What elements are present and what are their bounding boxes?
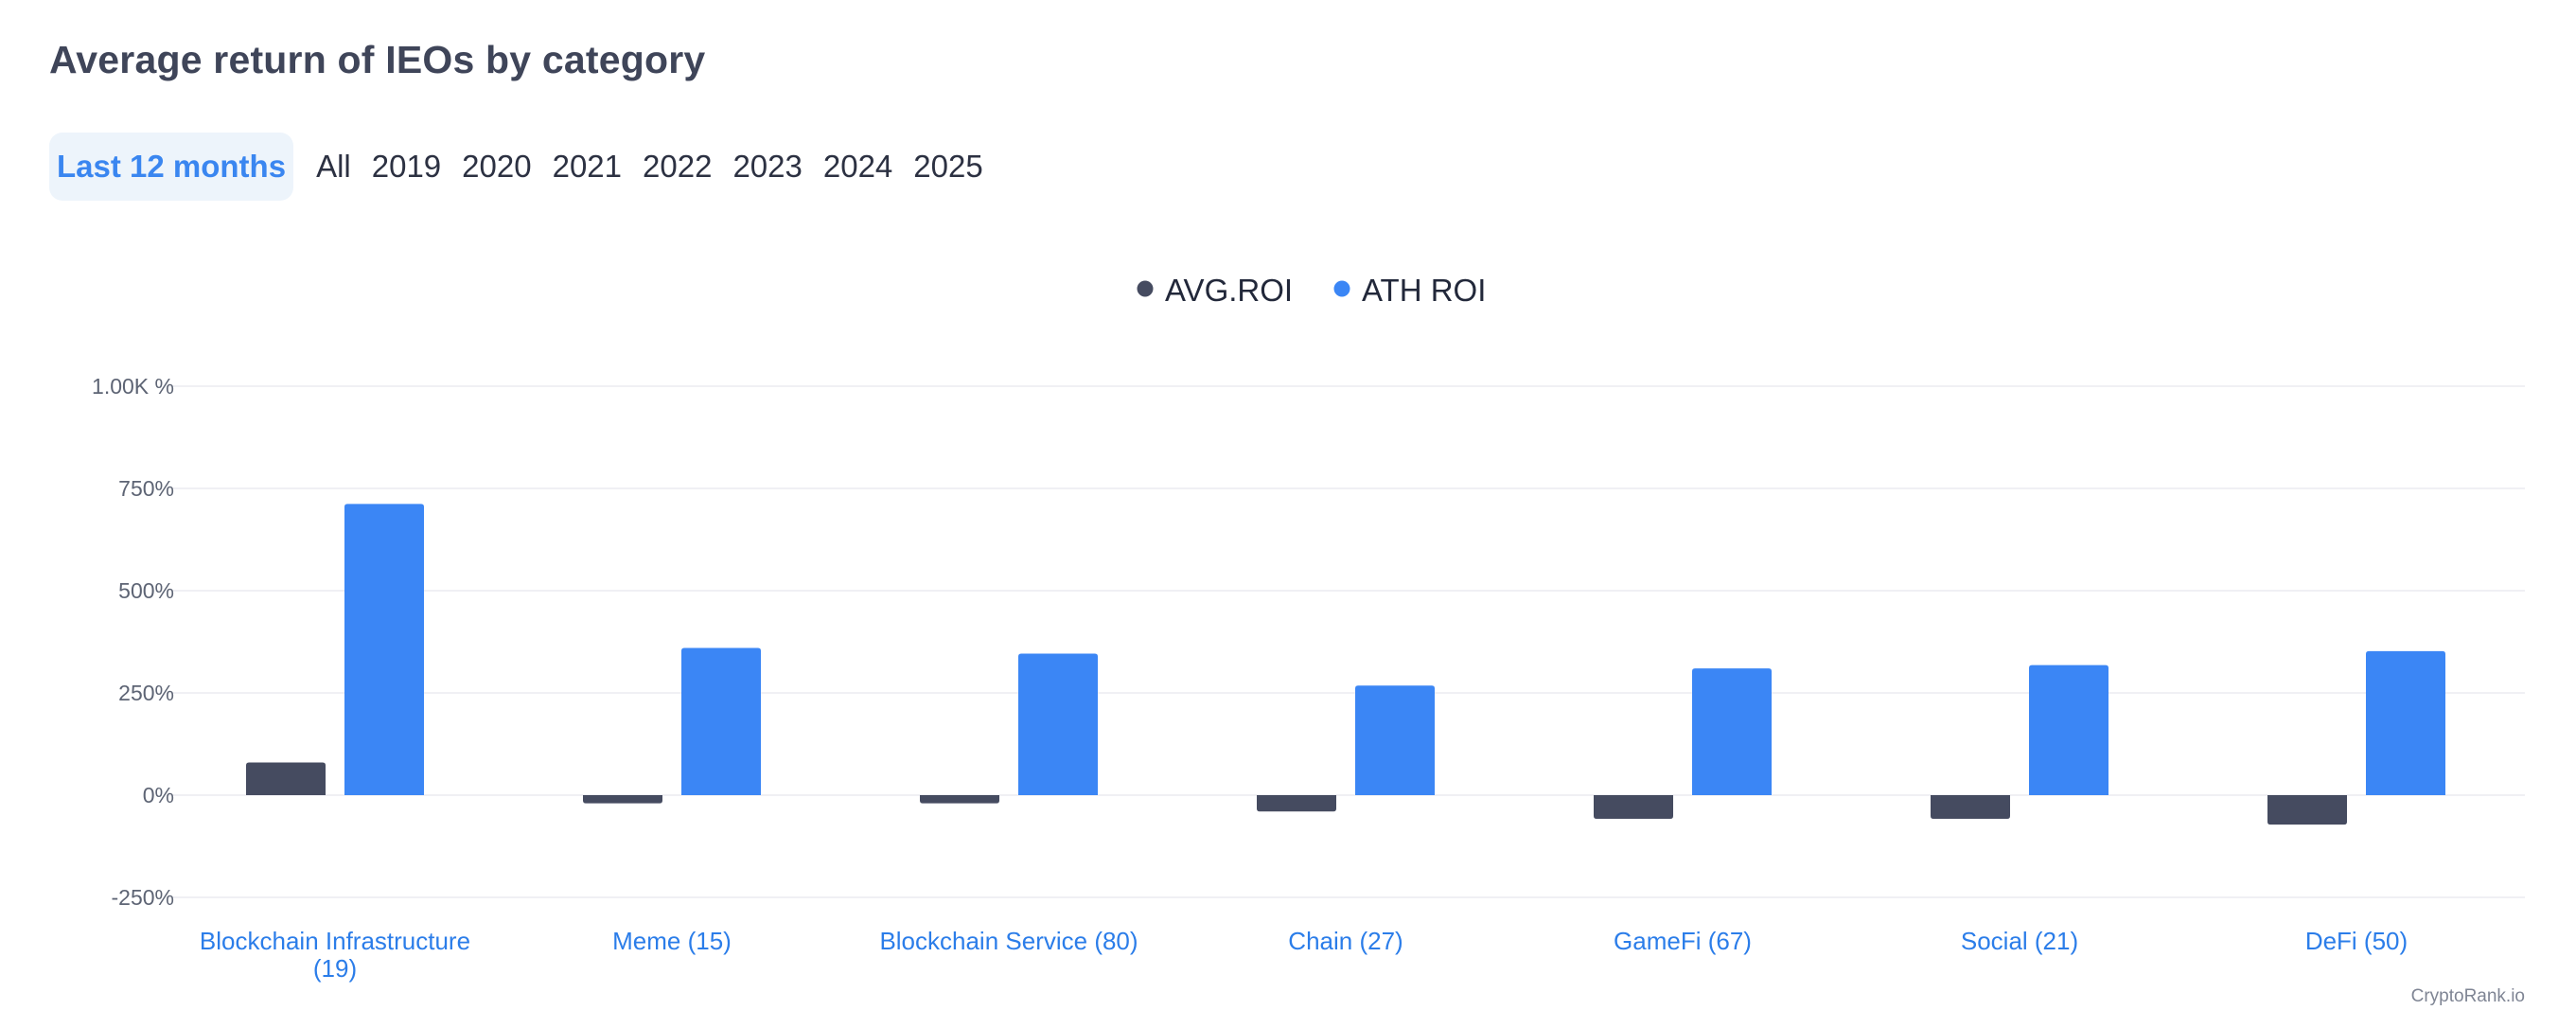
bar-ath-roi[interactable] <box>1692 668 1772 795</box>
x-category-label[interactable]: (19) <box>313 954 357 983</box>
tab-2021[interactable]: 2021 <box>552 149 623 184</box>
legend-label-avg-roi: AVG.ROI <box>1165 273 1293 308</box>
y-tick-label: 1.00K % <box>92 374 174 399</box>
bar-avg-roi[interactable] <box>1931 795 2010 820</box>
bar-avg-roi[interactable] <box>2267 795 2347 825</box>
bar-ath-roi[interactable] <box>2029 665 2108 795</box>
y-tick-label: 250% <box>118 681 174 705</box>
x-category-label[interactable]: Social (21) <box>1961 927 2078 955</box>
y-tick-label: 0% <box>143 783 174 807</box>
bar-ath-roi[interactable] <box>681 647 761 795</box>
page-title: Average return of IEOs by category <box>49 38 706 81</box>
bar-avg-roi[interactable] <box>920 795 999 804</box>
tab-2024[interactable]: 2024 <box>822 149 893 184</box>
x-category-label[interactable]: GameFi (67) <box>1614 927 1752 955</box>
tab-2022[interactable]: 2022 <box>643 149 713 184</box>
bar-avg-roi[interactable] <box>1594 795 1673 820</box>
y-tick-label: 750% <box>118 476 174 501</box>
bars <box>246 504 2445 825</box>
tab-last-12-months[interactable]: Last 12 months <box>49 133 294 201</box>
tab-2020[interactable]: 2020 <box>462 149 532 184</box>
x-category-label[interactable]: Chain (27) <box>1288 927 1403 955</box>
x-axis: Blockchain Infrastructure(19) Meme (15) Bl… <box>200 927 2408 983</box>
credit-text: CryptoRank.io <box>2411 986 2525 1006</box>
legend-marker-ath-roi <box>1333 280 1350 297</box>
x-category-label[interactable]: Blockchain Service (80) <box>879 927 1138 955</box>
legend: AVG.ROI ATH ROI <box>1137 273 1487 308</box>
tab-2025[interactable]: 2025 <box>913 149 983 184</box>
y-tick-label: 500% <box>118 578 174 603</box>
bar-avg-roi[interactable] <box>246 762 326 795</box>
tab-all[interactable]: All <box>316 149 351 184</box>
grid-layer <box>167 385 2525 898</box>
bar-avg-roi[interactable] <box>583 795 662 804</box>
x-category-label[interactable]: Meme (15) <box>612 927 732 955</box>
tab-2023[interactable]: 2023 <box>732 149 803 184</box>
y-tick-label: -250% <box>112 885 174 910</box>
bar-ath-roi[interactable] <box>2366 650 2445 795</box>
legend-item-ath-roi[interactable]: ATH ROI <box>1333 273 1487 308</box>
tab-2019[interactable]: 2019 <box>371 149 442 184</box>
x-category-label[interactable]: Blockchain Infrastructure <box>200 927 470 955</box>
y-axis: 1.00K % 750% 500% 250% 0% -250% <box>92 374 174 910</box>
legend-item-avg-roi[interactable]: AVG.ROI <box>1137 273 1294 308</box>
legend-label-ath-roi: ATH ROI <box>1362 273 1486 308</box>
x-category-label[interactable]: DeFi (50) <box>2305 927 2408 955</box>
legend-marker-avg-roi <box>1137 280 1154 297</box>
bar-ath-roi[interactable] <box>344 504 424 795</box>
period-tabs: Last 12 months All 2019 2020 2021 2022 2… <box>49 133 1004 201</box>
bar-ath-roi[interactable] <box>1018 653 1098 795</box>
bar-avg-roi[interactable] <box>1257 795 1336 812</box>
bar-ath-roi[interactable] <box>1355 685 1435 795</box>
